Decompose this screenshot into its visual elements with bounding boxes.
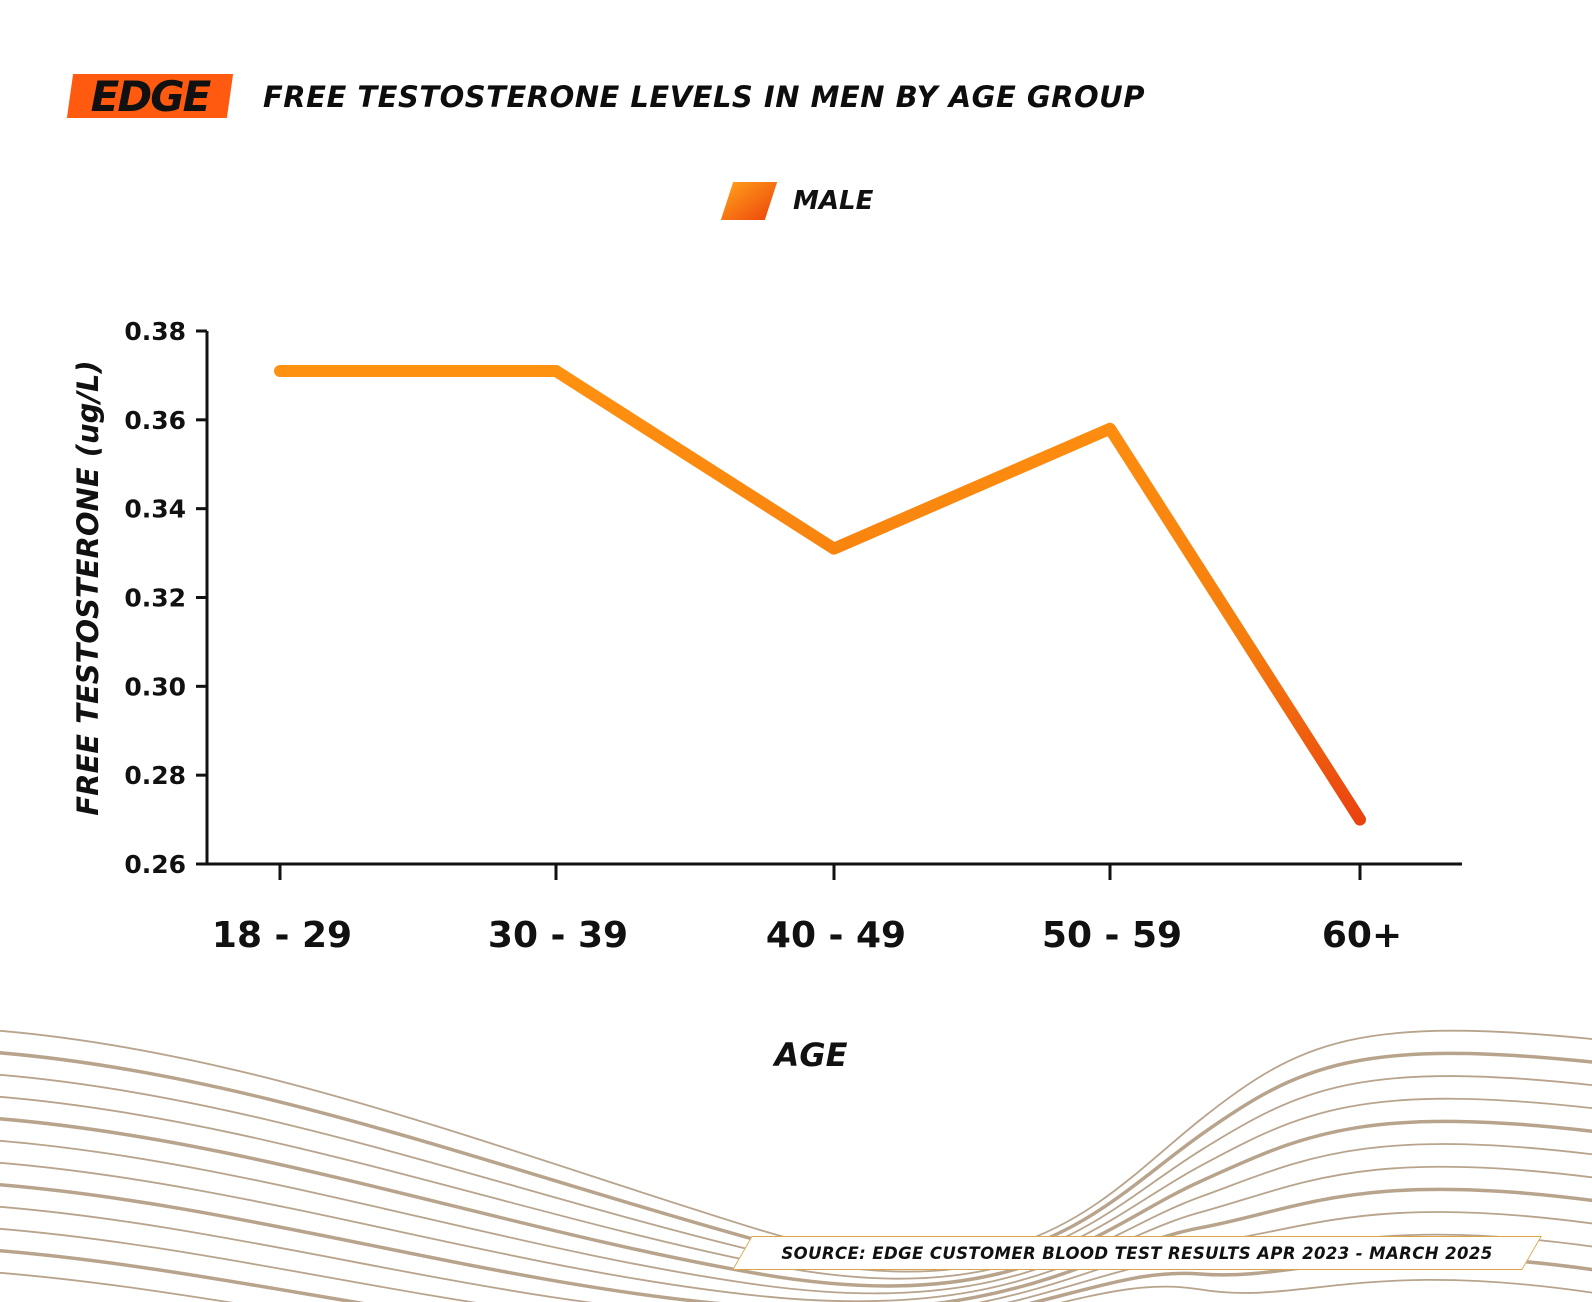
wave-line — [0, 1183, 1592, 1302]
y-tick-label: 0.28 — [124, 761, 186, 790]
chart-title: FREE TESTOSTERONE LEVELS IN MEN BY AGE G… — [263, 80, 1145, 114]
series-male — [274, 364, 1366, 826]
y-tick-label: 0.30 — [124, 672, 186, 701]
wave-line — [0, 1095, 1592, 1280]
wave-line — [0, 1139, 1592, 1295]
y-tick-label: 0.38 — [124, 317, 186, 346]
x-tick-label: 40 - 49 — [766, 915, 906, 956]
axes — [196, 331, 1462, 866]
y-tick-label: 0.32 — [124, 584, 186, 613]
y-tick-label: 0.26 — [124, 850, 186, 879]
legend: MALE — [720, 182, 874, 220]
edge-logo: EDGE — [66, 71, 234, 121]
x-tick-label: 50 - 59 — [1042, 915, 1182, 956]
y-axis-title: FREE TESTOSTERONE (ug/L) — [71, 360, 105, 815]
wave-line — [0, 1205, 1592, 1302]
wave-line — [0, 1271, 1592, 1302]
x-axis-ticks: 18 - 29 30 - 39 40 - 49 50 - 59 60+ — [212, 864, 1402, 956]
legend-label-male: MALE — [793, 186, 874, 216]
y-tick-label: 0.36 — [124, 406, 186, 435]
y-tick-label: 0.34 — [124, 495, 186, 524]
x-tick-label: 18 - 29 — [212, 915, 352, 956]
source-text: SOURCE: EDGE CUSTOMER BLOOD TEST RESULTS… — [781, 1243, 1493, 1263]
source-caption: SOURCE: EDGE CUSTOMER BLOOD TEST RESULTS… — [732, 1236, 1542, 1270]
y-axis-ticks: 0.26 0.28 0.30 0.32 0.34 0.36 0.38 — [124, 317, 207, 879]
series-line-male — [274, 364, 1366, 826]
x-axis-title: AGE — [772, 1036, 848, 1074]
logo-text: EDGE — [90, 71, 212, 121]
wave-line — [0, 1161, 1592, 1302]
x-tick-label: 30 - 39 — [488, 915, 628, 956]
wave-line — [0, 1117, 1592, 1288]
x-tick-label: 60+ — [1322, 915, 1402, 956]
legend-swatch-male — [720, 182, 778, 220]
